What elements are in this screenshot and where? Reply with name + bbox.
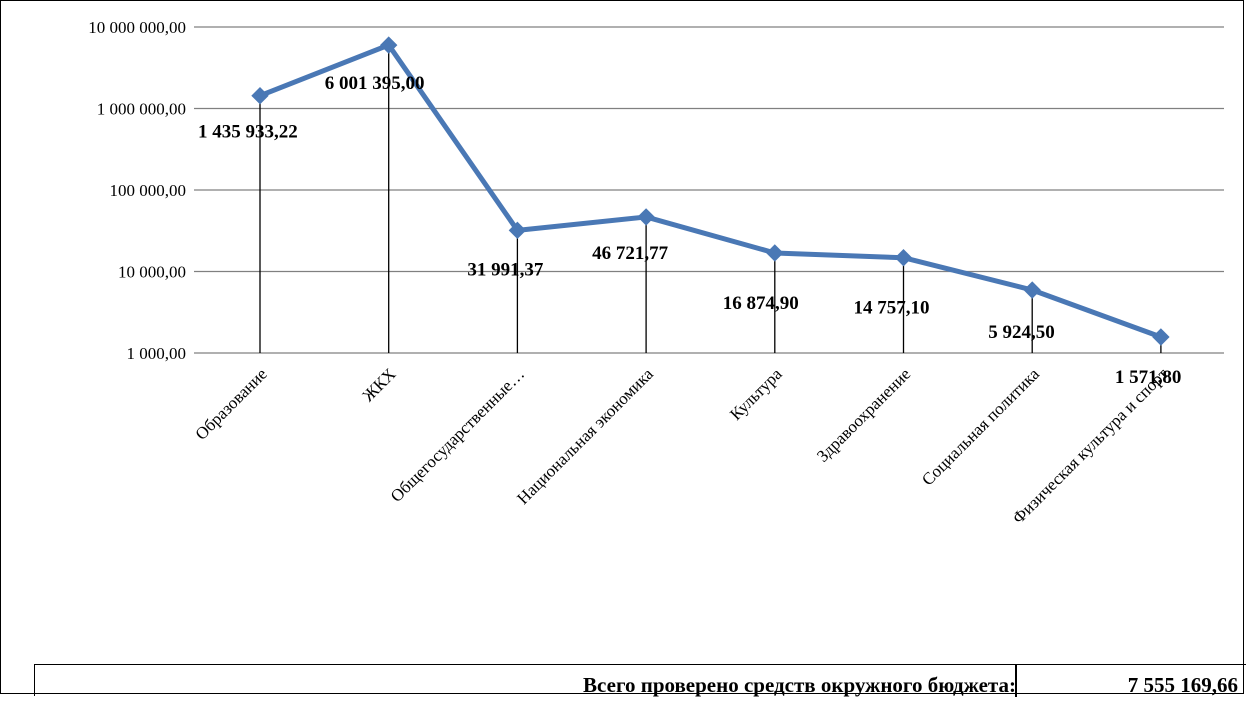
x-tick-label: Социальная политика	[918, 364, 1043, 489]
data-point	[1023, 281, 1041, 299]
y-axis-ticks: 10 000 000,00 1 000 000,00 100 000,00 10 00…	[88, 18, 186, 363]
data-labels: 1 435 933,22 6 001 395,00 31 991,37 46 721,…	[198, 73, 1181, 388]
x-axis-ticks: Образование ЖКХОбщегосударственные…Национ…	[191, 364, 1172, 527]
x-tick-label: Культура	[726, 364, 786, 424]
summary-divider	[1015, 665, 1017, 697]
x-tick-label: Общегосударственные…	[387, 364, 528, 505]
series-line	[259, 42, 1162, 340]
summary-value: 7 555 169,66	[1127, 673, 1238, 697]
y-tick-label: 1 000,00	[127, 344, 187, 363]
gridlines	[194, 26, 1224, 354]
data-label: 46 721,77	[592, 243, 669, 264]
data-label: 16 874,90	[723, 293, 799, 314]
markers	[251, 36, 1170, 346]
y-tick-label: 10 000 000,00	[88, 18, 186, 37]
data-label: 6 001 395,00	[325, 73, 425, 94]
x-tick-label: Образование	[191, 364, 270, 443]
data-point	[637, 208, 655, 226]
series-line-path	[259, 42, 1162, 340]
data-label: 14 757,10	[854, 298, 930, 319]
y-tick-label: 10 000,00	[118, 263, 186, 282]
data-label: 5 924,50	[988, 322, 1054, 343]
data-label: 1 435 933,22	[198, 122, 298, 143]
summary-label: Всего проверено средств окружного бюджет…	[583, 673, 1016, 697]
data-point	[379, 36, 398, 54]
data-point	[251, 86, 269, 105]
x-tick-label: Национальная экономика	[513, 364, 657, 508]
data-point	[894, 249, 913, 267]
data-point	[508, 221, 527, 240]
data-point	[1152, 328, 1170, 346]
y-tick-label: 1 000 000,00	[97, 100, 186, 119]
x-tick-label: Здравоохранение	[813, 364, 914, 465]
x-tick-label: ЖКХ	[359, 364, 400, 405]
summary-row: Всего проверено средств окружного бюджет…	[34, 664, 1246, 697]
data-point	[766, 244, 784, 262]
y-tick-label: 100 000,00	[110, 181, 187, 200]
data-label: 31 991,37	[467, 259, 544, 280]
data-label: 1 571,80	[1115, 367, 1182, 388]
x-tick-label: Физическая культура и спорт	[1009, 364, 1172, 527]
